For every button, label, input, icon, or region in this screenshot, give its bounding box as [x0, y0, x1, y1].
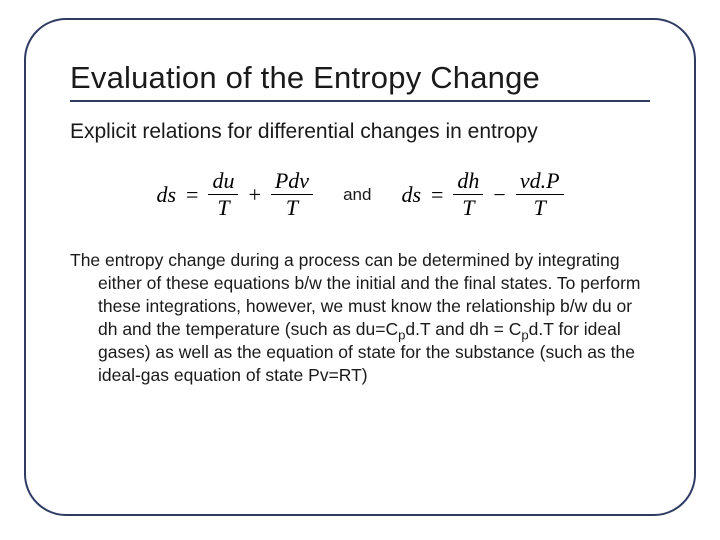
- eq1-frac1-num: du: [208, 170, 238, 195]
- slide-frame: Evaluation of the Entropy Change Explici…: [24, 18, 696, 516]
- slide: Evaluation of the Entropy Change Explici…: [0, 0, 720, 540]
- body-sub2: p: [521, 328, 528, 343]
- body-text-mid: d.T and dh = C: [405, 319, 521, 339]
- slide-subtitle: Explicit relations for differential chan…: [70, 120, 650, 144]
- eq2-equals: =: [429, 182, 445, 208]
- eq2-frac2: vd.P T: [516, 170, 564, 219]
- equation-2: ds = dh T − vd.P T: [401, 170, 563, 219]
- equation-row: ds = du T + Pdv T and ds = dh T: [70, 170, 650, 219]
- title-underline: [70, 100, 650, 102]
- eq2-op: −: [491, 182, 507, 208]
- eq2-frac1-den: T: [458, 195, 478, 219]
- eq2-frac2-num: vd.P: [516, 170, 564, 195]
- eq1-frac2-den: T: [282, 195, 302, 219]
- eq2-frac2-den: T: [530, 195, 550, 219]
- eq1-frac1: du T: [208, 170, 238, 219]
- equation-conjunction: and: [343, 185, 371, 205]
- slide-title: Evaluation of the Entropy Change: [70, 60, 650, 96]
- body-paragraph: The entropy change during a process can …: [70, 249, 650, 388]
- eq1-op: +: [246, 182, 262, 208]
- eq1-frac1-den: T: [213, 195, 233, 219]
- eq2-frac1-num: dh: [453, 170, 483, 195]
- eq2-frac1: dh T: [453, 170, 483, 219]
- equation-1: ds = du T + Pdv T: [156, 170, 313, 219]
- eq1-lhs: ds: [156, 182, 176, 208]
- eq1-frac2: Pdv T: [271, 170, 313, 219]
- eq2-lhs: ds: [401, 182, 421, 208]
- eq1-equals: =: [184, 182, 200, 208]
- eq1-frac2-num: Pdv: [271, 170, 313, 195]
